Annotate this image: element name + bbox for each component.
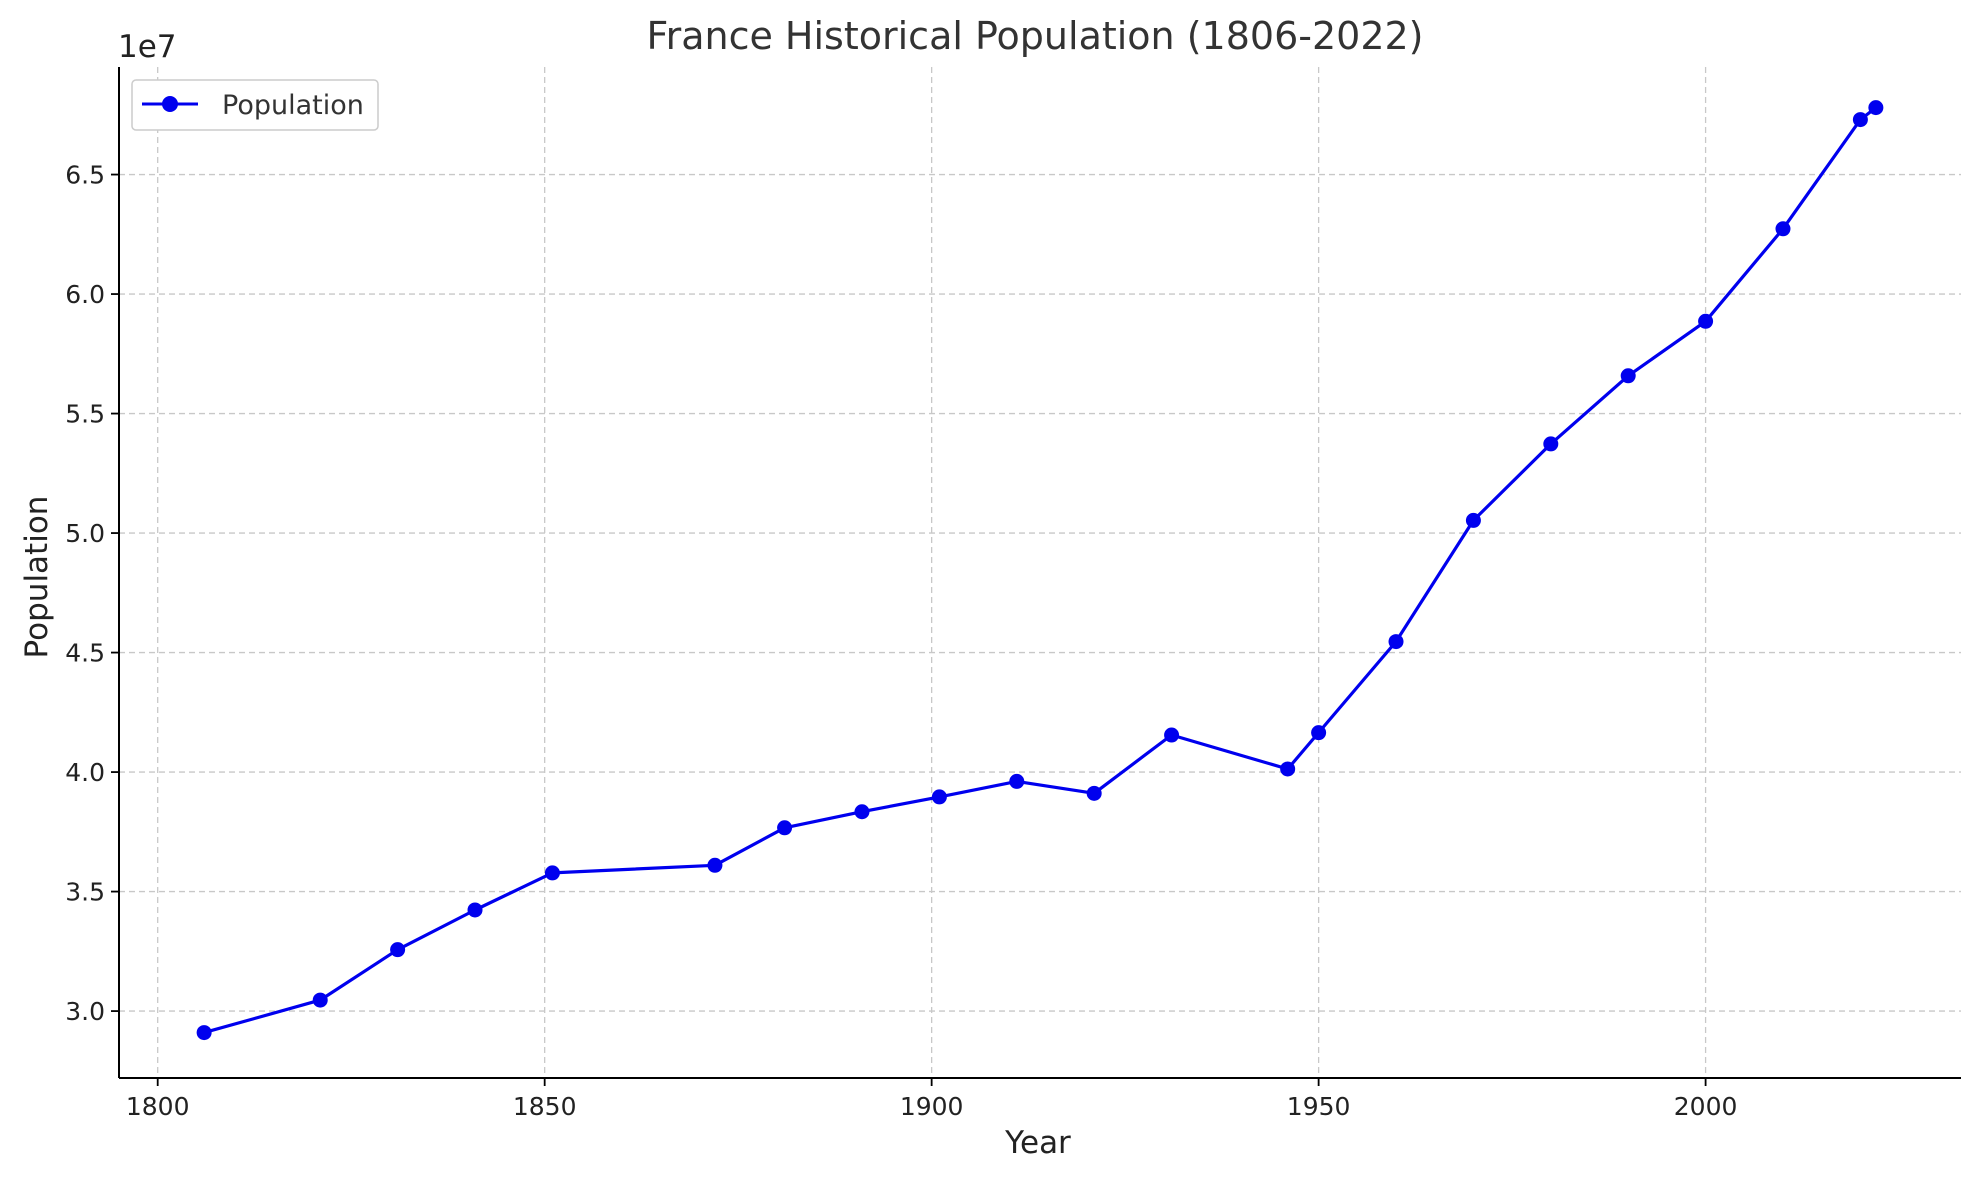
legend-frame: [131, 79, 379, 131]
data-point-1990: [1620, 368, 1636, 384]
x-tick-label-1900: 1900: [900, 1092, 964, 1121]
data-point-1980: [1543, 436, 1559, 452]
y-axis-offset-label: 1e7: [118, 29, 177, 65]
chart-title: France Historical Population (1806-2022): [646, 14, 1423, 58]
tick-labels: 1800 1850 1900 1950 2000 3.0 3.5 4.0 4.5 5.0 5.5 6.…: [65, 161, 1737, 1121]
y-tick-label-4.5: 4.5: [65, 639, 105, 668]
grid-lines: [119, 67, 1961, 1078]
data-point-1921: [1086, 785, 1102, 801]
y-tick-label-6.5: 6.5: [65, 161, 105, 190]
data-point-1841: [467, 902, 483, 918]
data-point-2022: [1868, 100, 1884, 116]
legend: Population: [131, 79, 379, 131]
x-tick-label-2000: 2000: [1674, 1092, 1738, 1121]
population-series-line: [203, 106, 1877, 1035]
legend-entry-population: Population: [222, 90, 364, 121]
data-point-1950: [1311, 725, 1327, 741]
data-point-1911: [1009, 773, 1025, 789]
axes: [118, 67, 1961, 1079]
x-tick-label-1800: 1800: [126, 1092, 190, 1121]
legend-marker-sample: [162, 96, 178, 112]
data-point-1851: [544, 865, 560, 881]
y-tick-label-6.0: 6.0: [65, 280, 105, 309]
y-tick-label-5.0: 5.0: [65, 519, 105, 548]
data-point-1881: [777, 820, 793, 836]
data-point-1931: [1164, 727, 1180, 743]
y-tick-label-3.5: 3.5: [65, 878, 105, 907]
series-layer: [196, 100, 1884, 1041]
data-point-1806: [196, 1025, 212, 1041]
data-point-1821: [312, 992, 328, 1008]
data-point-2020: [1852, 112, 1868, 128]
data-point-2000: [1698, 313, 1714, 329]
data-point-1946: [1280, 761, 1296, 777]
x-tick-label-1850: 1850: [513, 1092, 577, 1121]
data-point-1831: [390, 942, 406, 958]
data-point-1872: [707, 857, 723, 873]
y-tick-label-5.5: 5.5: [65, 400, 105, 429]
data-point-2010: [1775, 221, 1791, 237]
data-point-1891: [854, 804, 870, 820]
data-point-1901: [931, 789, 947, 805]
x-axis-label: Year: [1004, 1125, 1071, 1161]
x-tick-label-1950: 1950: [1287, 1092, 1351, 1121]
y-axis-label: Population: [19, 496, 55, 659]
data-point-1970: [1465, 512, 1481, 528]
data-point-1960: [1388, 634, 1404, 650]
y-tick-label-3.0: 3.0: [65, 997, 105, 1026]
y-tick-label-4.0: 4.0: [65, 758, 105, 787]
